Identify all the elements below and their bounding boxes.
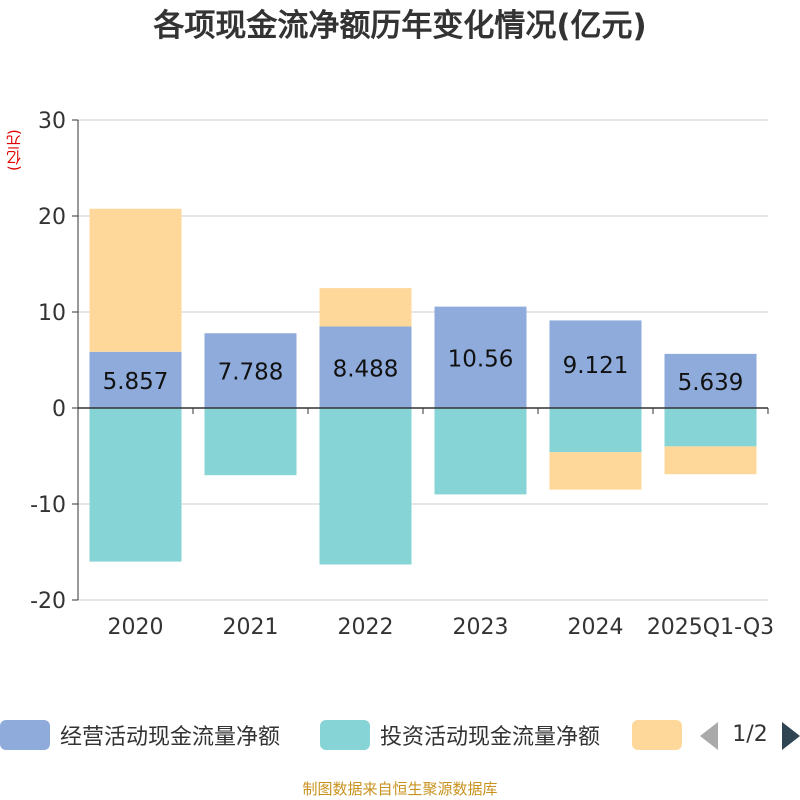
bar-operating-2021	[204, 333, 297, 408]
legend-item-operating[interactable]: 经营活动现金流量净额	[0, 718, 280, 752]
bar-operating-2022	[319, 326, 412, 408]
y-tick-label: -10	[30, 493, 66, 518]
bar-investing-2020	[89, 408, 182, 562]
bar-investing-2025Q1-Q3	[664, 408, 757, 447]
legend-label-operating: 经营活动现金流量净额	[60, 725, 281, 750]
legend-next-page-icon[interactable]	[782, 722, 800, 750]
data-label-operating: 8.488	[333, 356, 399, 382]
bar-investing-2021	[204, 408, 297, 476]
bar-investing-2023	[434, 408, 527, 495]
bar-operating-2024	[549, 320, 642, 408]
legend-swatch-investing	[320, 720, 370, 750]
legend-item-investing[interactable]: 投资活动现金流量净额	[320, 718, 600, 752]
data-label-operating: 5.639	[678, 370, 744, 396]
legend-swatch-operating	[0, 720, 50, 750]
y-tick-label: 20	[38, 205, 66, 230]
bar-third-2022	[319, 288, 412, 327]
x-tick-label: 2023	[453, 615, 509, 640]
y-tick-label: 10	[38, 301, 66, 326]
y-tick-label: 0	[52, 397, 66, 422]
legend-swatch-third	[632, 720, 682, 750]
data-label-operating: 9.121	[563, 353, 629, 379]
y-tick-label: -20	[30, 589, 66, 614]
x-tick-label: 2025Q1-Q3	[647, 615, 774, 640]
bar-third-2025Q1-Q3	[664, 446, 757, 475]
x-tick-label: 2021	[223, 615, 279, 640]
chart-canvas: 30 20 10 0 -10 -20 5.857 2020 7.788 2021 8.488 2022…	[30, 109, 774, 640]
legend-prev-page-icon[interactable]	[700, 722, 718, 750]
x-tick-label: 2020	[108, 615, 164, 640]
bar-operating-2023	[434, 306, 527, 408]
data-label-operating: 5.857	[103, 369, 169, 395]
bar-operating-2025Q1-Q3	[664, 353, 757, 408]
y-tick-label: 30	[38, 109, 66, 134]
x-tick-label: 2024	[568, 615, 624, 640]
bar-third-2024	[549, 452, 642, 490]
source-note: 制图数据来自恒生聚源数据库	[302, 780, 498, 798]
legend-item-third[interactable]	[632, 718, 692, 752]
legend-page-indicator: 1/2	[732, 722, 768, 747]
bar-operating-2020	[89, 351, 182, 408]
chart-title: 各项现金流净额历年变化情况(亿元)	[153, 8, 647, 44]
bar-investing-2024	[549, 408, 642, 453]
legend-label-investing: 投资活动现金流量净额	[380, 725, 601, 750]
bar-investing-2022	[319, 408, 412, 565]
bar-third-2020	[89, 208, 182, 352]
data-label-operating: 10.56	[448, 346, 514, 372]
x-tick-label: 2022	[338, 615, 394, 640]
data-label-operating: 7.788	[218, 360, 284, 386]
